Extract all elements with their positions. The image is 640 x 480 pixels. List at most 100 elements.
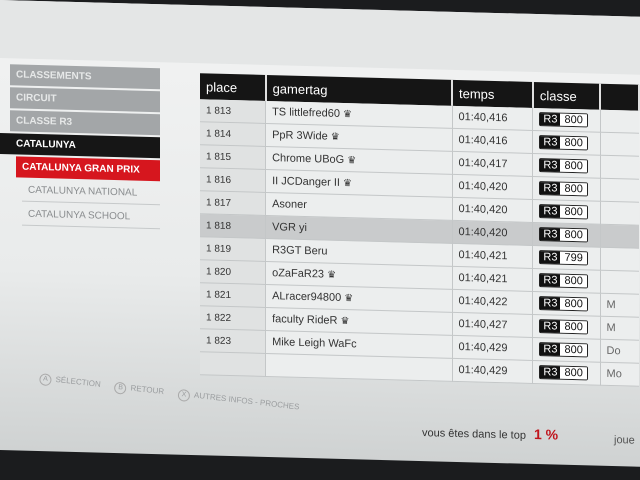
header-temps[interactable]: temps	[452, 79, 533, 108]
gamertag-cell	[265, 353, 452, 382]
class-rating: 800	[560, 136, 587, 150]
classe-cell: R3 800	[532, 199, 601, 225]
crown-icon: ♛	[347, 155, 357, 167]
class-letter: R3	[540, 205, 561, 218]
place-cell: 1 820	[200, 259, 266, 285]
classe-cell: R3 800	[532, 268, 601, 294]
top-percent: vous êtes dans le top 1 %	[422, 423, 558, 443]
gamertag: Asoner	[272, 198, 307, 212]
hint-a-button[interactable]: A SÉLECTION	[38, 373, 102, 392]
sidebar-item-catalunya[interactable]: CATALUNYA	[0, 133, 160, 159]
gamertag: TS littlefred60	[272, 106, 340, 120]
gamertag: oZaFaR23	[272, 267, 325, 281]
top-value: 1 %	[533, 425, 559, 443]
class-rating: 799	[560, 251, 587, 265]
header-extra	[600, 83, 639, 111]
temps-cell: 01:40,420	[452, 174, 533, 200]
extra-cell	[600, 155, 639, 180]
sidebar-item-classe-r3[interactable]: CLASSE R3	[10, 110, 160, 136]
classe-cell: R3 800	[532, 314, 601, 340]
hint-label: SÉLECTION	[55, 374, 102, 389]
extra-cell	[600, 132, 639, 157]
extra-cell	[600, 224, 639, 249]
extra-cell: Do	[600, 339, 639, 364]
sidebar-item-catalunya-school[interactable]: CATALUNYA SCHOOL	[22, 203, 160, 230]
place-cell: 1 821	[200, 282, 266, 308]
button-hints: A SÉLECTION B RETOUR X AUTRES INFOS - PROCHES	[38, 373, 300, 415]
classe-cell: R3 800	[532, 153, 601, 179]
class-letter: R3	[540, 159, 561, 172]
classe-cell: R3 800	[532, 337, 601, 363]
class-letter: R3	[540, 251, 561, 264]
class-badge: R3 800	[539, 342, 588, 358]
class-rating: 800	[560, 320, 587, 334]
place-cell: 1 813	[200, 99, 266, 124]
class-badge: R3 800	[539, 365, 588, 381]
classe-cell: R3 800	[532, 222, 601, 248]
temps-cell: 01:40,420	[452, 220, 533, 246]
sidebar-item-classements[interactable]: CLASSEMENTS	[10, 64, 160, 90]
button-x-icon: X	[177, 388, 191, 403]
class-rating: 800	[560, 228, 587, 242]
extra-cell	[600, 201, 639, 226]
class-badge: R3 800	[539, 181, 588, 197]
gamertag: Mike Leigh WaFc	[272, 336, 357, 351]
leaderboard-table: place gamertag temps classe 1 813 TS litt…	[200, 73, 640, 387]
header-classe[interactable]: classe	[532, 81, 601, 110]
gamertag: PpR 3Wide	[272, 129, 328, 143]
crown-icon: ♛	[340, 315, 350, 328]
temps-cell: 01:40,429	[452, 358, 533, 384]
sidebar-menu: CLASSEMENTS CIRCUIT CLASSE R3 CATALUNYA CATA…	[0, 64, 160, 231]
crown-icon: ♛	[327, 269, 337, 281]
class-badge: R3 799	[539, 250, 588, 266]
button-b-icon: B	[114, 381, 128, 395]
extra-cell	[600, 270, 639, 295]
hint-b-button[interactable]: B RETOUR	[114, 381, 165, 400]
class-letter: R3	[540, 228, 561, 241]
class-badge: R3 800	[539, 135, 588, 151]
class-badge: R3 800	[539, 112, 588, 128]
sidebar-item-circuit[interactable]: CIRCUIT	[10, 87, 160, 113]
place-cell: 1 815	[200, 144, 266, 170]
gamertag: R3GT Beru	[272, 244, 328, 258]
button-a-icon: A	[38, 373, 52, 387]
extra-cell: M	[600, 293, 639, 318]
sidebar-item-catalunya-gran-prix[interactable]: CATALUNYA GRAN PRIX	[16, 156, 160, 182]
class-badge: R3 800	[539, 296, 588, 312]
temps-cell: 01:40,421	[452, 266, 533, 292]
hint-x-button[interactable]: X AUTRES INFOS - PROCHES	[177, 388, 300, 415]
class-letter: R3	[540, 297, 561, 310]
gamertag: VGR yi	[272, 221, 307, 235]
place-cell	[200, 351, 266, 377]
hint-label: AUTRES INFOS - PROCHES	[193, 390, 300, 412]
sidebar-item-catalunya-national[interactable]: CATALUNYA NATIONAL	[22, 179, 160, 206]
header-place[interactable]: place	[200, 73, 266, 101]
place-cell: 1 822	[200, 305, 266, 331]
place-cell: 1 818	[200, 213, 266, 239]
class-badge: R3 800	[539, 227, 588, 243]
class-letter: R3	[540, 182, 561, 195]
extra-cell: Mo	[600, 362, 639, 387]
classe-cell: R3 800	[532, 291, 601, 317]
class-rating: 800	[560, 205, 587, 219]
temps-cell: 01:40,416	[452, 105, 533, 131]
crown-icon: ♛	[344, 293, 354, 305]
temps-cell: 01:40,421	[452, 243, 533, 269]
gamertag: ALracer94800	[272, 290, 342, 304]
class-letter: R3	[540, 320, 561, 333]
class-letter: R3	[540, 274, 561, 287]
class-rating: 800	[560, 113, 587, 127]
class-rating: 800	[560, 182, 587, 196]
place-cell: 1 814	[200, 121, 266, 147]
gamertag: II JCDanger II	[272, 175, 340, 189]
class-letter: R3	[540, 366, 561, 379]
extra-cell	[600, 109, 639, 134]
crown-icon: ♛	[342, 177, 352, 190]
temps-cell: 01:40,416	[452, 128, 533, 154]
class-badge: R3 800	[539, 204, 588, 220]
game-screen: CLASSEMENTS CIRCUIT CLASSE R3 CATALUNYA CATA…	[0, 0, 640, 467]
class-letter: R3	[540, 113, 561, 126]
class-letter: R3	[540, 136, 561, 149]
classe-cell: R3 800	[532, 360, 601, 386]
place-cell: 1 816	[200, 167, 266, 193]
